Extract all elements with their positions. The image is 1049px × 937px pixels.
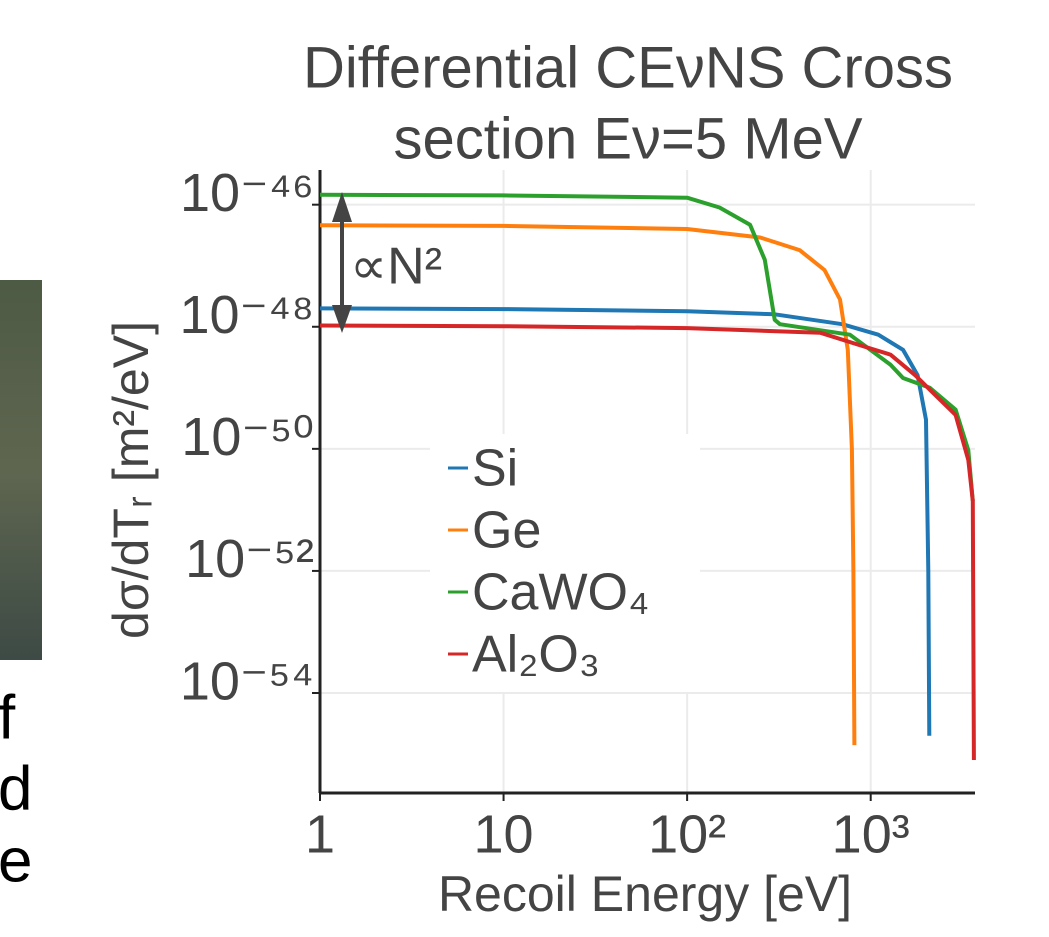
photo	[0, 280, 42, 660]
legend-box	[430, 434, 700, 692]
series-line	[319, 223, 857, 746]
y-axis-label: dσ/dTᵣ [m²/eV]	[103, 321, 159, 639]
arrow-head	[332, 305, 352, 333]
slide-text: e	[0, 826, 32, 895]
series-line	[319, 323, 976, 761]
x-tick-label: 10²	[648, 804, 726, 864]
chart-title: Differential CEνNS Cross	[303, 35, 953, 100]
annotation: ∝N²	[350, 238, 442, 296]
series-line	[319, 306, 932, 736]
slide-text: f	[0, 683, 16, 752]
y-tick-label: 10⁻⁴⁶	[180, 163, 314, 223]
legend-label: Al₂O₃	[472, 626, 600, 684]
x-tick-label: 10	[474, 804, 534, 864]
legend-label: Si	[472, 440, 518, 498]
y-tick-label: 10⁻⁵⁴	[180, 651, 314, 711]
y-tick-label: 10⁻⁴⁸	[179, 285, 314, 345]
legend-label: CaWO₄	[472, 564, 649, 622]
plot-area: 1 10 10² 10³ 10⁻⁴⁶ 10⁻⁴⁸ 10⁻⁵⁰ 10⁻⁵² 10⁻⁵⁴ ∝N² SiG…	[179, 163, 976, 864]
slide-text: d	[0, 754, 32, 823]
arrow-head	[332, 192, 352, 222]
y-tick-label: 10⁻⁵⁰	[181, 407, 314, 467]
legend-label: Ge	[472, 502, 541, 560]
y-tick-label: 10⁻⁵²	[185, 529, 314, 589]
series-line	[319, 192, 975, 502]
x-tick-label: 1	[305, 804, 335, 864]
x-tick-label: 10³	[832, 804, 910, 864]
x-axis-label: Recoil Energy [eV]	[438, 866, 852, 922]
chart-title: section Eν=5 MeV	[393, 106, 862, 171]
